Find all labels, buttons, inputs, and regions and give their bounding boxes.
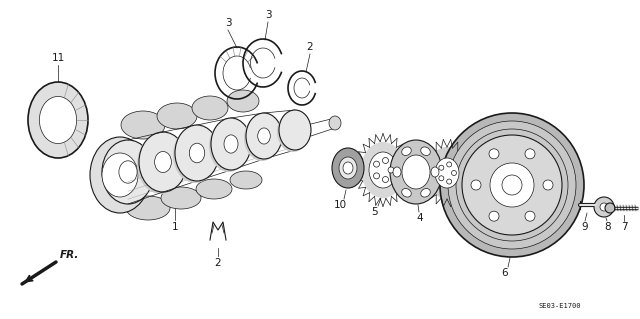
- Text: 2: 2: [214, 258, 221, 268]
- Ellipse shape: [440, 113, 584, 257]
- Circle shape: [543, 180, 553, 190]
- Circle shape: [439, 176, 444, 181]
- Ellipse shape: [279, 110, 311, 150]
- Ellipse shape: [40, 96, 77, 144]
- Ellipse shape: [420, 147, 430, 155]
- Ellipse shape: [402, 189, 412, 197]
- Ellipse shape: [339, 157, 357, 179]
- Ellipse shape: [462, 135, 562, 235]
- Text: 5: 5: [454, 210, 460, 220]
- Ellipse shape: [390, 140, 442, 204]
- Ellipse shape: [230, 171, 262, 189]
- Ellipse shape: [102, 153, 138, 197]
- Ellipse shape: [90, 137, 150, 213]
- Text: 2: 2: [307, 42, 314, 52]
- Circle shape: [374, 161, 380, 167]
- Ellipse shape: [28, 82, 88, 158]
- Ellipse shape: [329, 116, 341, 130]
- Ellipse shape: [224, 135, 238, 153]
- Ellipse shape: [211, 118, 251, 170]
- Text: 1: 1: [172, 222, 179, 232]
- Ellipse shape: [420, 189, 430, 197]
- Circle shape: [447, 179, 452, 184]
- Ellipse shape: [209, 120, 249, 172]
- Ellipse shape: [277, 112, 309, 152]
- Text: 3: 3: [265, 10, 271, 20]
- Ellipse shape: [431, 167, 439, 177]
- Circle shape: [489, 211, 499, 221]
- Text: 3: 3: [225, 18, 231, 28]
- Ellipse shape: [175, 125, 219, 181]
- Ellipse shape: [361, 142, 405, 198]
- Ellipse shape: [258, 128, 270, 144]
- Text: 5: 5: [372, 207, 378, 217]
- Ellipse shape: [100, 142, 152, 206]
- Ellipse shape: [126, 196, 170, 220]
- Ellipse shape: [402, 155, 430, 189]
- Text: 6: 6: [502, 268, 508, 278]
- Circle shape: [594, 197, 614, 217]
- Ellipse shape: [464, 137, 560, 233]
- Ellipse shape: [196, 179, 232, 199]
- Text: 4: 4: [417, 213, 423, 223]
- Text: SE03-E1700: SE03-E1700: [539, 303, 581, 309]
- Circle shape: [383, 158, 388, 164]
- Ellipse shape: [246, 113, 282, 159]
- Ellipse shape: [605, 203, 615, 213]
- Ellipse shape: [155, 152, 172, 173]
- Ellipse shape: [137, 134, 185, 194]
- Ellipse shape: [435, 158, 459, 188]
- Circle shape: [439, 165, 444, 170]
- Ellipse shape: [448, 121, 576, 249]
- Text: 10: 10: [333, 200, 347, 210]
- Ellipse shape: [402, 147, 412, 155]
- Circle shape: [525, 211, 535, 221]
- Ellipse shape: [502, 175, 522, 195]
- Ellipse shape: [192, 96, 228, 120]
- Ellipse shape: [173, 127, 217, 183]
- Ellipse shape: [456, 129, 568, 241]
- Circle shape: [451, 170, 456, 175]
- Ellipse shape: [139, 132, 187, 192]
- Ellipse shape: [343, 162, 353, 174]
- Circle shape: [447, 162, 452, 167]
- Ellipse shape: [121, 111, 165, 139]
- Ellipse shape: [369, 152, 397, 188]
- Text: 9: 9: [582, 222, 588, 232]
- Ellipse shape: [157, 103, 197, 129]
- Ellipse shape: [189, 143, 205, 163]
- Ellipse shape: [244, 115, 280, 161]
- Circle shape: [388, 167, 394, 173]
- Ellipse shape: [393, 167, 401, 177]
- Ellipse shape: [490, 163, 534, 207]
- Ellipse shape: [227, 90, 259, 112]
- Circle shape: [374, 173, 380, 179]
- Text: 8: 8: [605, 222, 611, 232]
- Ellipse shape: [102, 140, 154, 204]
- Text: 11: 11: [51, 53, 65, 63]
- Circle shape: [383, 176, 388, 182]
- Ellipse shape: [161, 187, 201, 209]
- Circle shape: [489, 149, 499, 159]
- Circle shape: [525, 149, 535, 159]
- Ellipse shape: [332, 148, 364, 188]
- Circle shape: [471, 180, 481, 190]
- Text: FR.: FR.: [60, 250, 79, 260]
- Circle shape: [600, 203, 608, 211]
- Ellipse shape: [427, 147, 467, 199]
- Ellipse shape: [119, 161, 137, 183]
- Text: 7: 7: [621, 222, 627, 232]
